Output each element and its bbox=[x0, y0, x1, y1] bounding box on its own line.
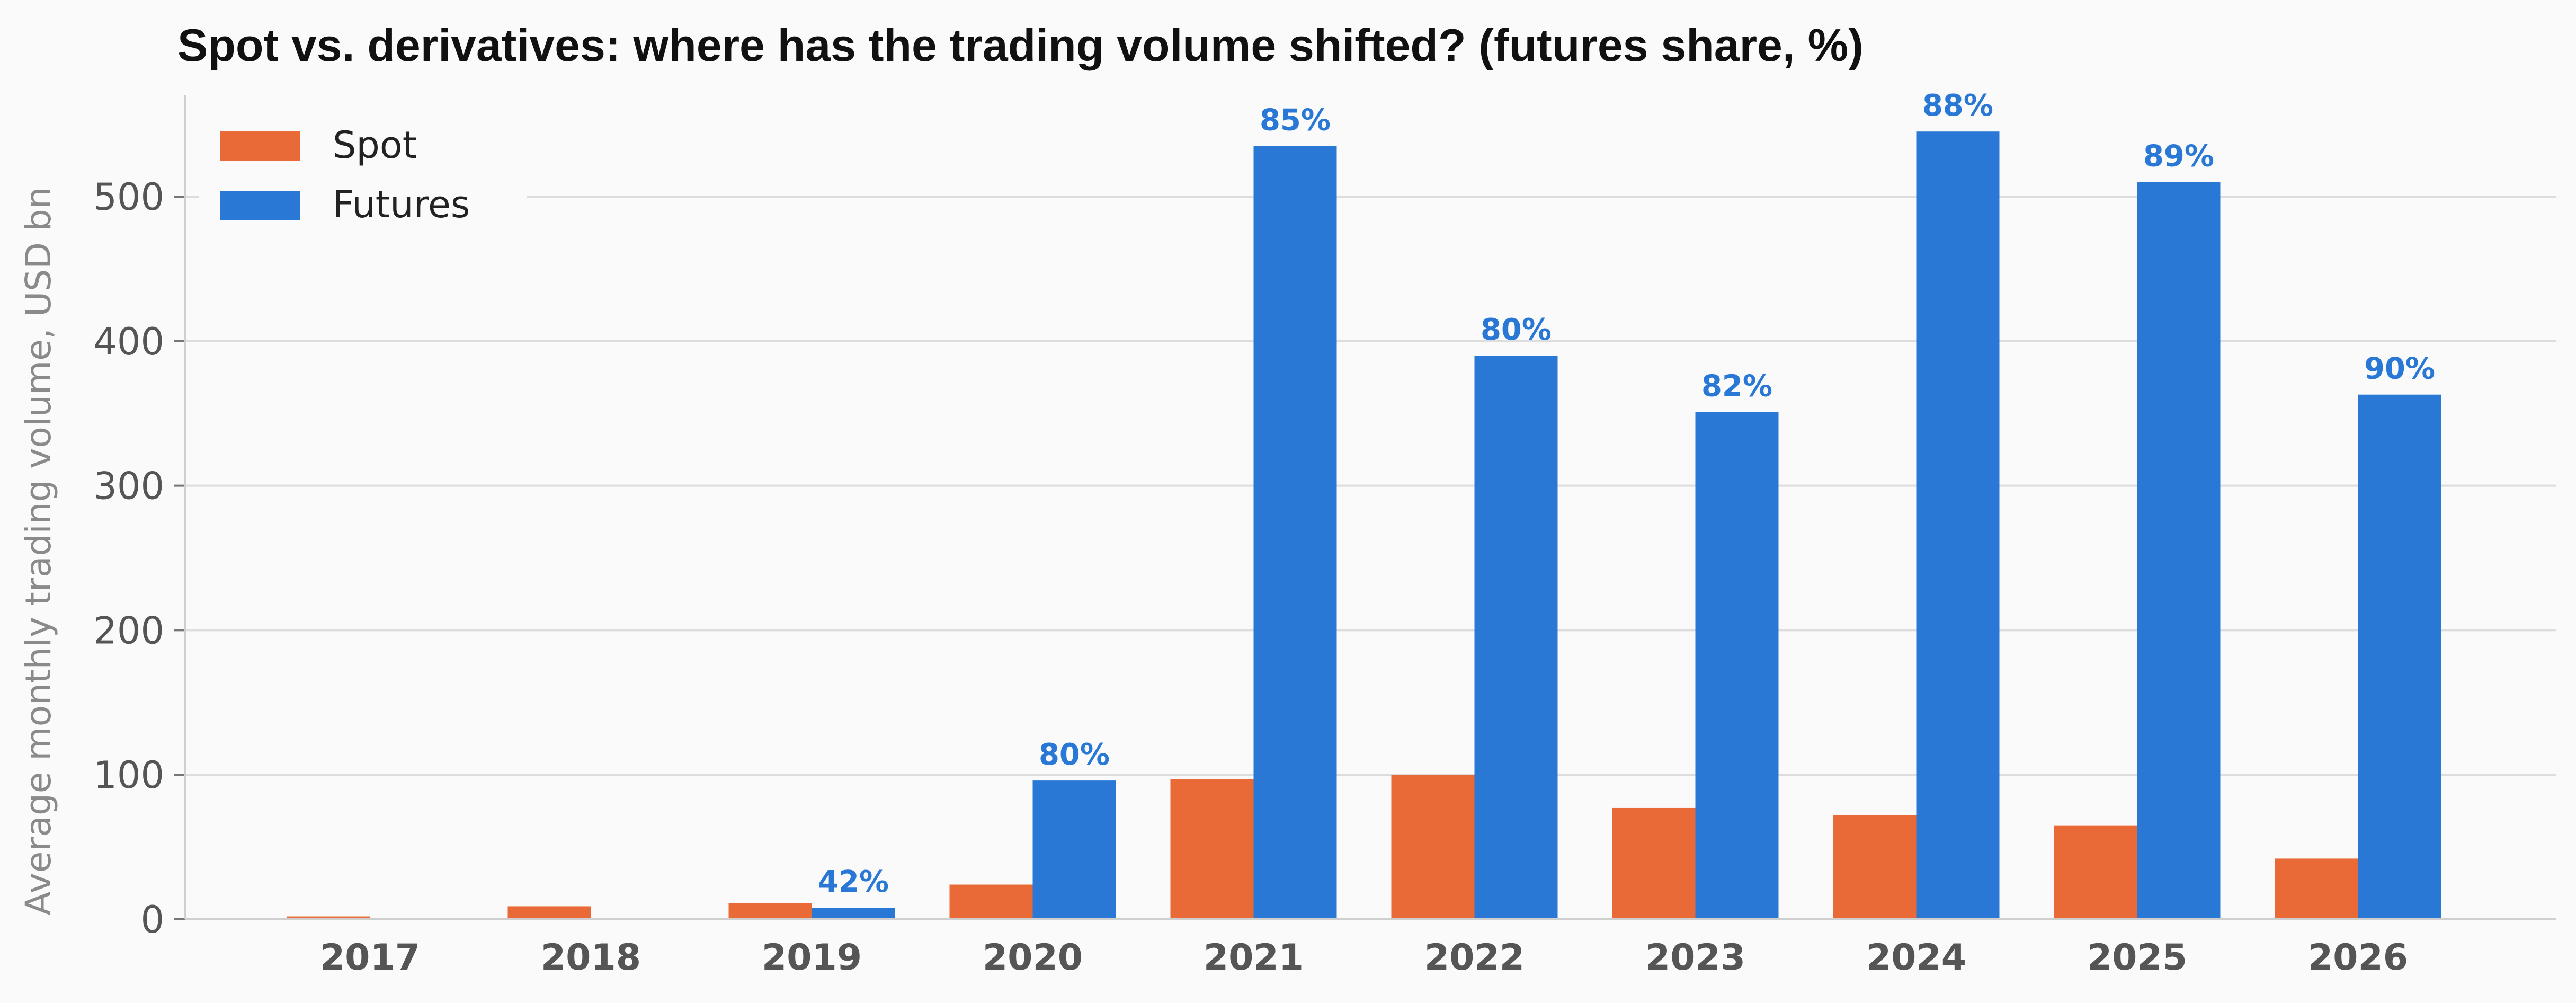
bar-futures-2020 bbox=[1032, 780, 1116, 919]
data-label-2021: 85% bbox=[1260, 103, 1331, 137]
y-tick-label: 400 bbox=[93, 320, 164, 363]
bar-spot-2025 bbox=[2054, 825, 2137, 919]
y-tick-label: 200 bbox=[93, 609, 164, 652]
bar-spot-2022 bbox=[1391, 775, 1475, 919]
y-tick-label: 300 bbox=[93, 465, 164, 508]
bar-spot-2017 bbox=[287, 916, 370, 919]
data-label-2026: 90% bbox=[2364, 352, 2435, 386]
bar-spot-2023 bbox=[1612, 807, 1696, 919]
bar-futures-2021 bbox=[1253, 146, 1337, 920]
y-tick-label: 500 bbox=[93, 175, 164, 219]
legend: Spot Futures bbox=[199, 103, 527, 244]
bar-futures-2026 bbox=[2358, 394, 2441, 919]
x-tick-label: 2022 bbox=[1424, 937, 1525, 979]
bars bbox=[287, 131, 2441, 920]
legend-label-spot: Spot bbox=[333, 123, 417, 167]
x-tick-label: 2020 bbox=[983, 937, 1083, 979]
x-tick-label: 2019 bbox=[762, 937, 862, 979]
bar-futures-2023 bbox=[1695, 412, 1779, 919]
chart-title: Spot vs. derivatives: where has the trad… bbox=[177, 20, 1864, 71]
legend-label-futures: Futures bbox=[333, 183, 470, 226]
data-label-2023: 82% bbox=[1701, 369, 1772, 403]
legend-swatch-futures bbox=[220, 191, 300, 220]
bar-spot-2020 bbox=[949, 884, 1033, 919]
y-tick-label: 0 bbox=[140, 898, 164, 942]
bar-spot-2026 bbox=[2275, 858, 2358, 919]
bar-futures-2024 bbox=[1916, 131, 2000, 919]
bar-futures-2019 bbox=[812, 908, 895, 919]
data-label-2019: 42% bbox=[818, 865, 889, 899]
bar-spot-2019 bbox=[728, 903, 812, 919]
bar-spot-2018 bbox=[507, 906, 591, 919]
y-axis-label: Average monthly trading volume, USD bn bbox=[18, 187, 59, 915]
axes: 0 100 200 300 400 500 2017 2018 2019 2020 2021 2022… bbox=[93, 95, 2556, 979]
legend-background bbox=[199, 103, 527, 244]
data-label-2025: 89% bbox=[2143, 139, 2214, 174]
bar-spot-2024 bbox=[1833, 815, 1917, 919]
y-tick-label: 100 bbox=[93, 753, 164, 797]
x-tick-label: 2024 bbox=[1866, 937, 1966, 979]
bar-futures-2025 bbox=[2137, 182, 2221, 919]
x-tick-label: 2021 bbox=[1204, 937, 1304, 979]
legend-swatch-spot bbox=[220, 131, 300, 161]
bar-spot-2021 bbox=[1170, 779, 1254, 919]
x-tick-label: 2026 bbox=[2308, 937, 2408, 979]
data-labels: 42% 80% 85% 80% 82% 88% 89% 90% bbox=[818, 88, 2435, 899]
data-label-2024: 88% bbox=[1922, 88, 1993, 123]
x-tick-label: 2025 bbox=[2087, 937, 2187, 979]
data-label-2022: 80% bbox=[1481, 313, 1552, 347]
bar-futures-2022 bbox=[1474, 356, 1558, 919]
data-label-2020: 80% bbox=[1039, 738, 1110, 772]
x-tick-label: 2017 bbox=[320, 937, 420, 979]
x-tick-label: 2018 bbox=[541, 937, 641, 979]
x-tick-label: 2023 bbox=[1645, 937, 1745, 979]
